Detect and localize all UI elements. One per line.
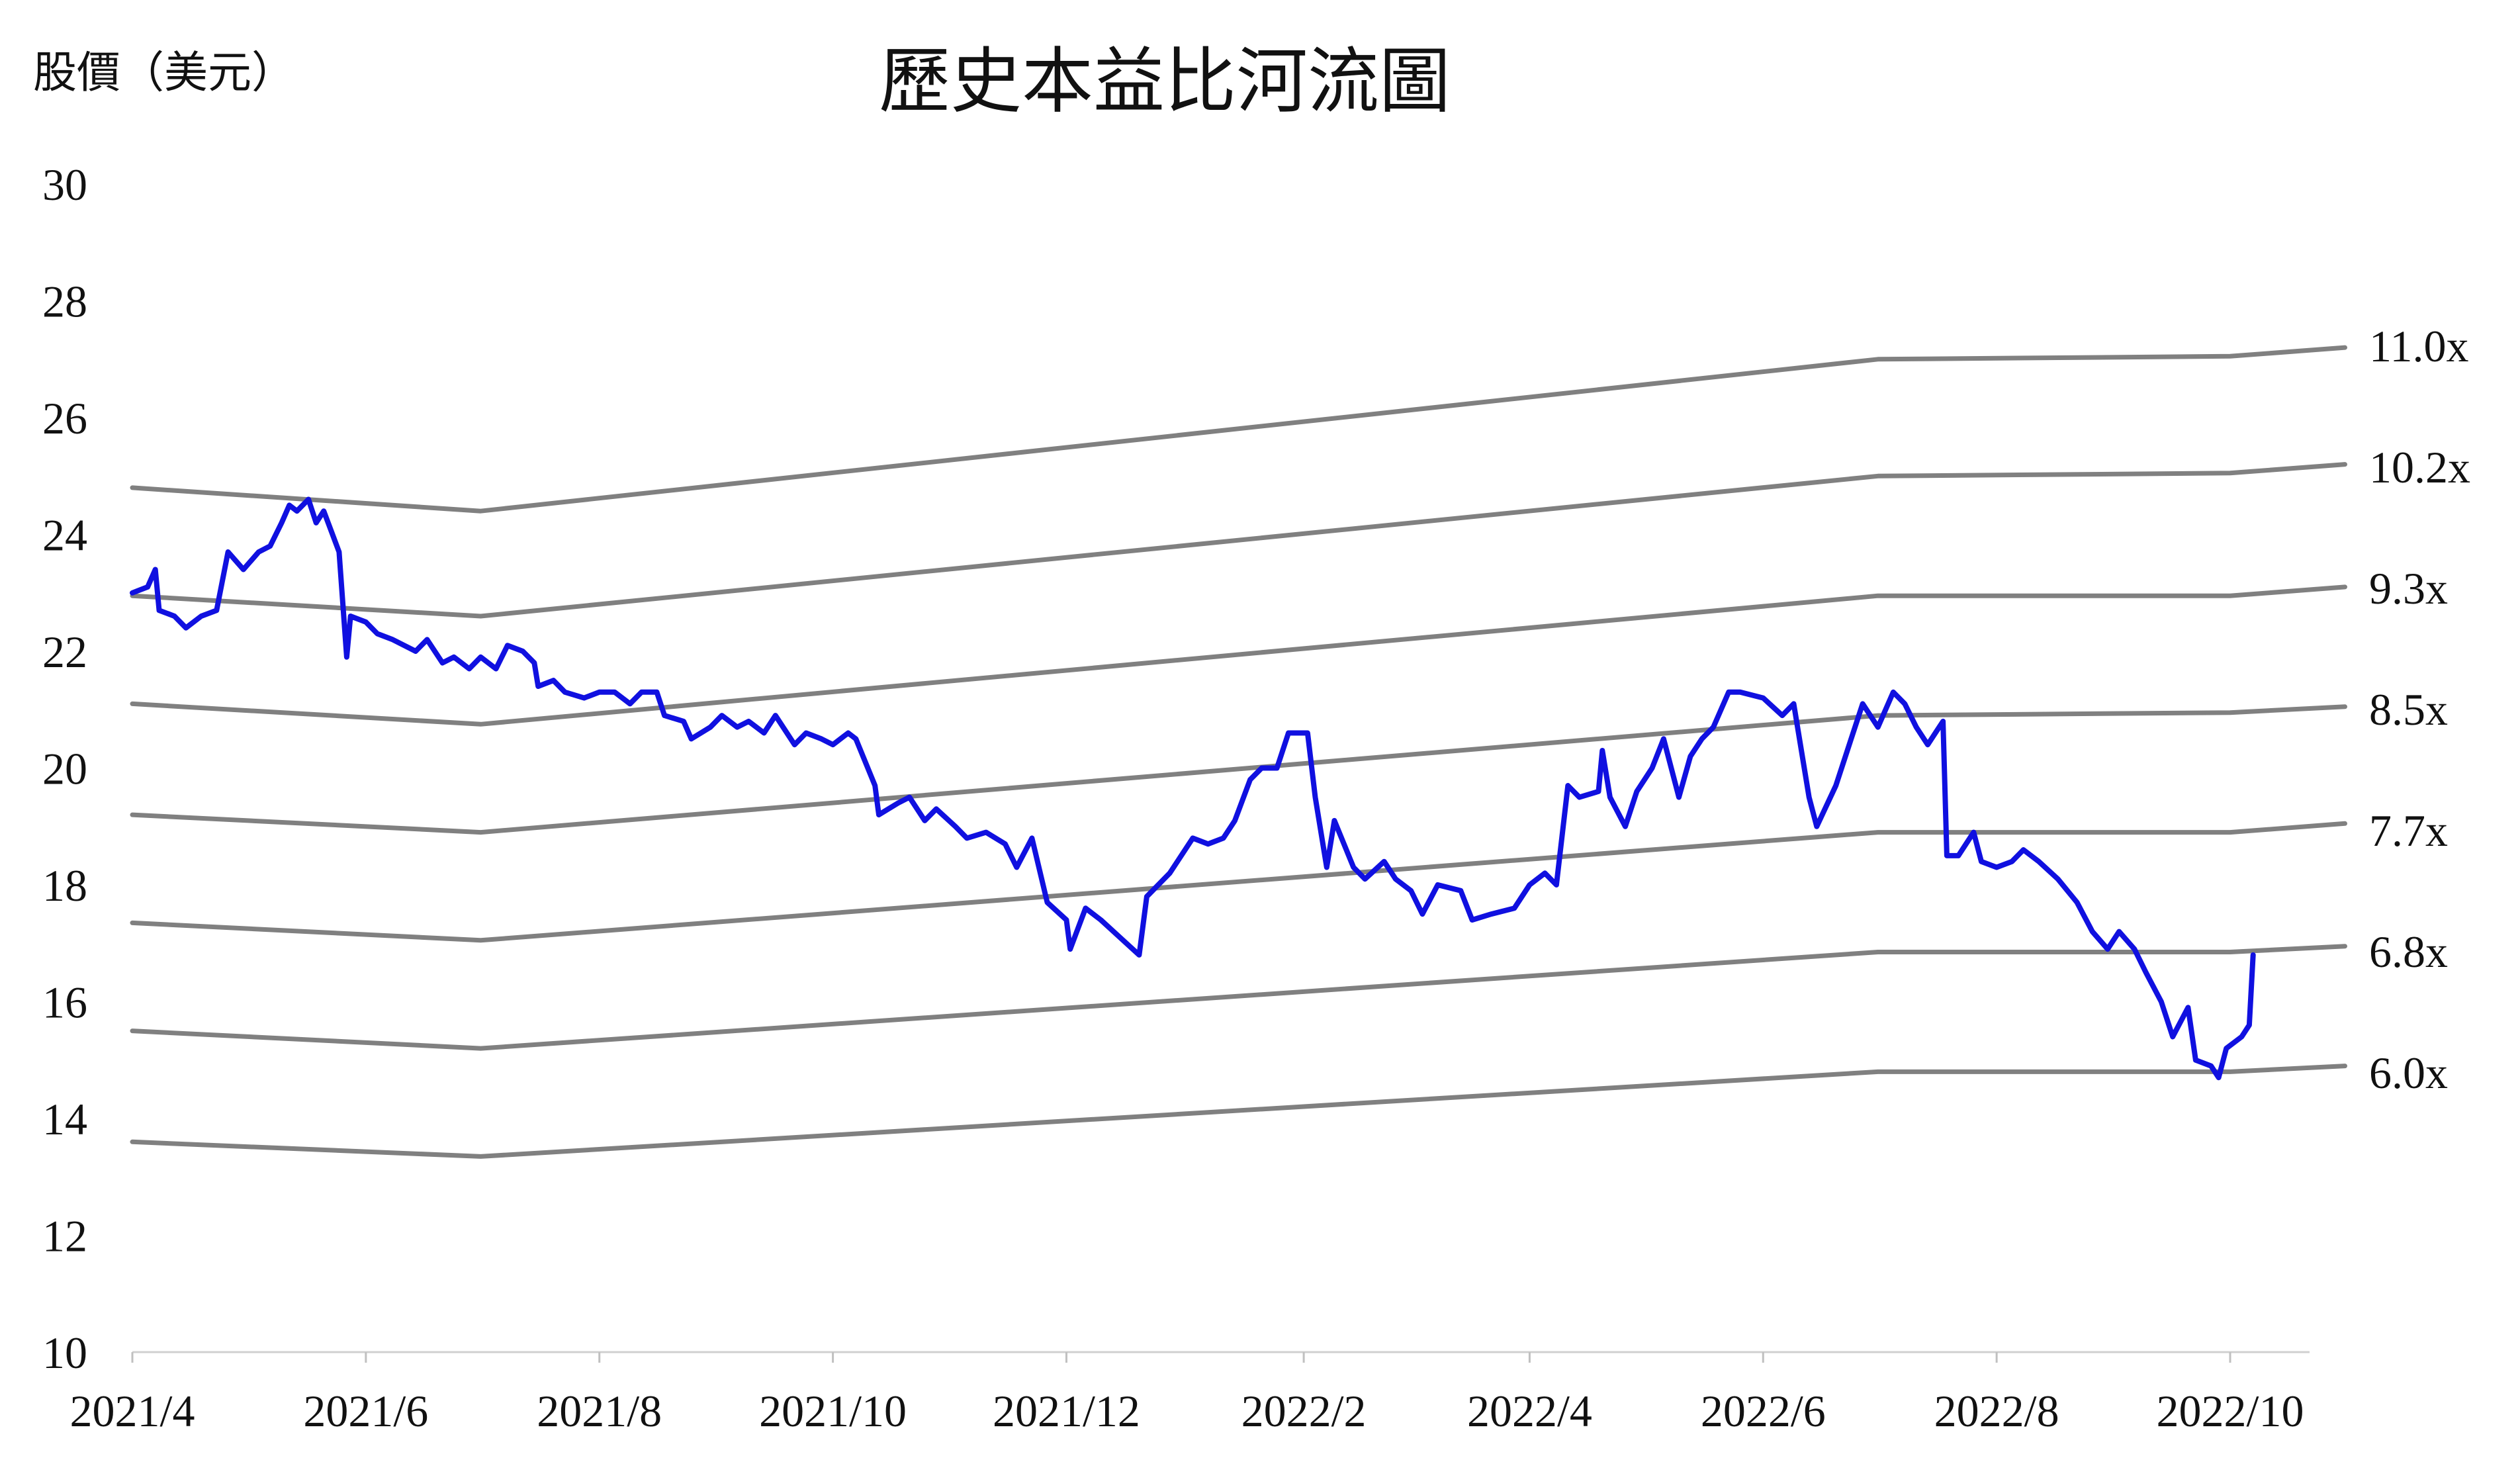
x-tick-label: 2021/10 xyxy=(759,1386,907,1436)
y-tick-label: 22 xyxy=(42,627,87,677)
band-label-8.5x: 8.5x xyxy=(2369,684,2448,735)
band-label-10.2x: 10.2x xyxy=(2369,442,2470,492)
band-line-9.3x xyxy=(130,584,2347,727)
y-axis: 10 12 14 16 18 20 22 24 26 28 30 xyxy=(42,159,87,1378)
x-tick-label: 2022/2 xyxy=(1241,1386,1367,1436)
band-label-6.0x: 6.0x xyxy=(2369,1048,2448,1098)
y-tick-label: 12 xyxy=(42,1211,87,1261)
x-tick-label: 2021/4 xyxy=(70,1386,195,1436)
price-series xyxy=(130,496,2256,1081)
y-tick-label: 30 xyxy=(42,159,87,210)
x-tick-label: 2022/8 xyxy=(1934,1386,2059,1436)
y-tick-label: 20 xyxy=(42,744,87,794)
x-axis: 2021/4 2021/6 2021/8 2021/10 2021/12 2022/2 20… xyxy=(70,1351,2310,1436)
band-label-11.0x: 11.0x xyxy=(2369,321,2468,371)
y-tick-label: 28 xyxy=(42,277,87,327)
band-lines xyxy=(130,345,2347,1159)
y-tick-label: 16 xyxy=(42,978,87,1028)
x-tick-label: 2021/8 xyxy=(537,1386,662,1436)
band-label-6.8x: 6.8x xyxy=(2369,927,2448,977)
y-tick-label: 14 xyxy=(42,1094,87,1144)
x-tick-label: 2021/6 xyxy=(303,1386,428,1436)
x-tick-label: 2022/10 xyxy=(2157,1386,2304,1436)
band-line-6.0x xyxy=(130,1064,2347,1159)
y-axis-unit-label: 股價（美元） xyxy=(33,47,295,98)
price-line xyxy=(130,496,2256,1081)
x-tick-label: 2022/6 xyxy=(1701,1386,1826,1436)
y-tick-label: 18 xyxy=(42,860,87,911)
band-labels: 11.0x 10.2x 9.3x 8.5x 7.7x 6.8x 6.0x xyxy=(2369,321,2470,1098)
y-tick-label: 24 xyxy=(42,510,87,561)
band-line-8.5x xyxy=(130,704,2347,835)
band-label-7.7x: 7.7x xyxy=(2369,805,2448,856)
chart-title: 歷史本益比河流圖 xyxy=(879,40,1451,123)
band-line-7.7x xyxy=(130,821,2347,943)
x-tick-label: 2022/4 xyxy=(1467,1386,1592,1436)
band-line-6.8x xyxy=(130,944,2347,1051)
x-tick-label: 2021/12 xyxy=(993,1386,1140,1436)
y-tick-label: 10 xyxy=(42,1328,87,1378)
y-tick-label: 26 xyxy=(42,393,87,443)
band-line-10.2x xyxy=(130,462,2347,619)
band-label-9.3x: 9.3x xyxy=(2369,563,2448,614)
band-line-11.0x xyxy=(130,345,2347,514)
